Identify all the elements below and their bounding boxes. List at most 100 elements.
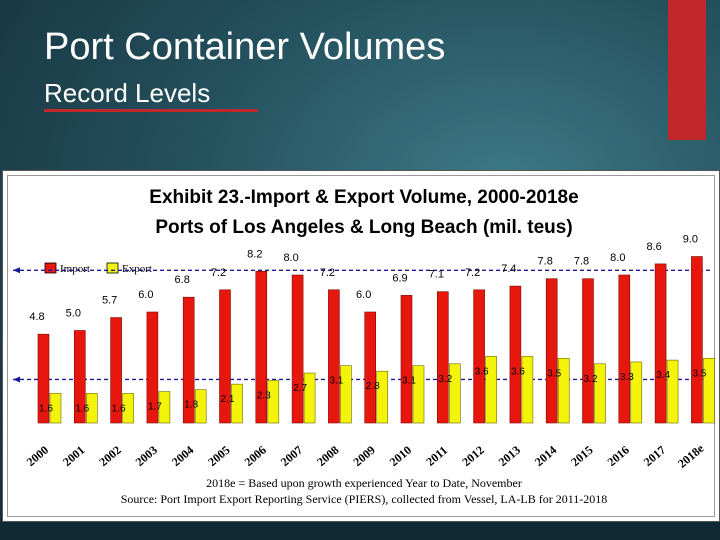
import-value-label: 7.8 [538,256,553,268]
export-value-label: 3.1 [402,376,416,387]
export-value-label: 3.1 [329,376,343,387]
export-value-label: 3.3 [620,372,634,383]
legend-label-import: Import [60,263,90,275]
import-bar [74,330,86,424]
import-value-label: 5.7 [102,295,117,307]
import-value-label: 7.2 [211,267,226,279]
import-value-label: 5.0 [66,308,81,320]
export-value-label: 1.8 [184,400,198,411]
export-value-label: 1.6 [112,403,126,414]
x-tick-label: 2012 [459,443,486,469]
import-value-label: 7.8 [574,256,589,268]
import-value-label: 8.0 [283,252,298,264]
export-reference-arrow [13,376,20,383]
export-value-label: 3.2 [438,374,452,385]
x-tick-label: 2017 [641,443,668,469]
import-bar [691,256,703,424]
export-value-label: 3.5 [547,368,561,379]
import-bar [255,271,268,424]
export-value-label: 2.1 [221,394,235,405]
chart-legend: Import Export [44,262,152,275]
import-value-label: 7.4 [501,263,516,275]
x-tick-label: 2018e [675,441,707,471]
export-value-label: 3.6 [511,366,525,377]
import-value-label: 7.1 [429,269,444,281]
import-bar [654,263,667,424]
import-bar [146,311,159,424]
bars-group: 4.8 1.6 5.0 1.6 5.7 1.6 6.0 1.7 6.8 1.8 7.2 2.1 8.2 2… [29,234,715,424]
export-bar [412,365,425,424]
export-bar [86,393,98,424]
export-bar [485,356,497,424]
import-value-label: 8.6 [646,241,661,253]
export-value-label: 1.6 [75,403,89,414]
bar-chart: Exhibit 23.-Import & Export Volume, 2000… [13,187,715,506]
legend-swatch-import [44,262,57,274]
export-bar [122,393,134,424]
export-bar [448,363,461,424]
import-bar [582,278,594,424]
chart-figure: Exhibit 23.-Import & Export Volume, 2000… [2,170,720,522]
import-value-label: 8.2 [247,248,262,260]
export-value-label: 3.4 [656,370,670,381]
import-bar [473,289,485,424]
import-bar [509,285,522,424]
import-value-label: 6.0 [356,289,371,301]
import-value-label: 6.9 [392,272,407,284]
export-bar [703,357,715,424]
import-bar [328,289,340,424]
import-bar [182,296,195,424]
subtitle-underline [44,109,258,112]
import-value-label: 6.0 [138,289,153,301]
x-tick-label: 2007 [278,443,305,469]
export-bar [49,393,62,424]
export-bar [158,391,171,424]
export-value-label: 3.6 [475,366,489,377]
x-tick-label: 2004 [169,443,196,469]
x-tick-label: 2013 [496,443,523,469]
export-bar [594,363,606,424]
export-bar [194,389,207,424]
import-value-label: 7.2 [465,267,480,279]
slide-subtitle: Record Levels [44,78,211,108]
export-value-label: 1.6 [39,403,53,414]
x-tick-label: 2003 [133,443,160,469]
export-value-label: 2.3 [257,390,271,401]
export-bar [666,359,679,424]
export-value-label: 2.8 [366,381,380,392]
import-value-label: 6.8 [175,274,190,286]
export-bar [340,365,352,424]
bottom-strip [0,522,720,540]
x-tick-label: 2006 [242,443,269,469]
import-bar [618,274,631,424]
export-bar [267,380,280,424]
x-tick-label: 2011 [423,443,450,469]
chart-title: Exhibit 23.-Import & Export Volume, 2000… [149,187,578,208]
footnote-estimate: 2018e = Based upon growth experienced Ye… [206,476,522,490]
x-tick-label: 2010 [387,443,414,469]
slide-title: Port Container Volumes [44,26,446,68]
export-value-label: 3.5 [692,368,706,379]
export-bar [376,370,389,424]
x-tick-label: 2001 [60,443,87,469]
export-value-label: 3.2 [584,374,598,385]
x-axis-labels: 2000 2001 2002 2003 2004 2005 2006 2007 2008 2009… [24,441,707,471]
legend-swatch-export [106,262,119,274]
import-bar [436,291,449,424]
import-bar [545,278,558,424]
import-bar [291,274,304,424]
x-tick-label: 2000 [24,443,51,469]
x-tick-label: 2014 [532,443,559,469]
export-bar [231,383,243,424]
x-tick-label: 2016 [605,443,632,469]
export-bar [630,361,643,424]
import-value-label: 8.0 [610,252,625,264]
import-bar [400,295,413,424]
accent-block [668,0,706,140]
import-bar [219,289,231,424]
x-tick-label: 2009 [350,443,377,469]
legend-label-export: Export [122,263,152,275]
x-tick-label: 2008 [314,443,341,469]
import-value-label: 4.8 [29,311,44,323]
import-bar [37,333,50,424]
